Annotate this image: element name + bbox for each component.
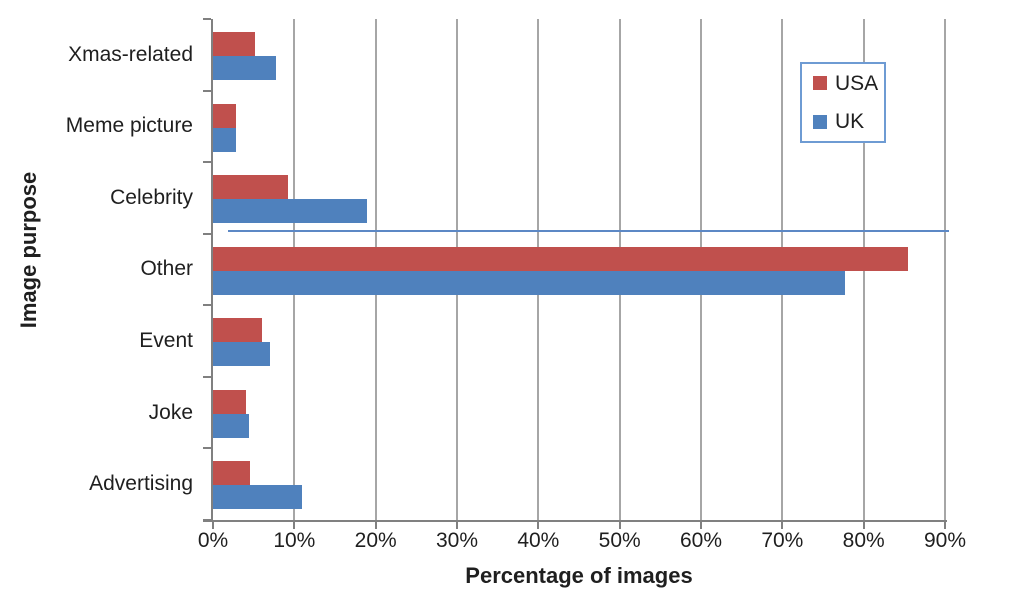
bar-uk-0 — [213, 56, 276, 80]
category-label-4: Event — [139, 329, 193, 353]
bar-usa-4 — [213, 318, 262, 343]
x-tick-label-2: 20% — [354, 529, 397, 552]
category-label-2: Celebrity — [110, 185, 193, 209]
x-tick-label-5: 50% — [598, 529, 641, 552]
bar-uk-6 — [213, 485, 302, 510]
x-tick-label-7: 70% — [761, 529, 804, 552]
category-axis-labels: Xmas-related Meme picture Celebrity Other Ev… — [0, 19, 193, 520]
bar-uk-5 — [213, 413, 249, 438]
x-axis-tick — [293, 522, 296, 529]
x-tick-label-0: 0% — [197, 529, 229, 552]
bar-usa-5 — [213, 389, 247, 414]
x-axis-tick — [944, 522, 946, 529]
y-axis-tick — [203, 233, 211, 235]
bar-usa-2 — [213, 175, 288, 200]
bar-usa-1 — [213, 103, 236, 128]
y-axis-tick — [203, 519, 211, 521]
x-axis-tick — [862, 522, 865, 529]
category-label-6: Advertising — [89, 472, 193, 496]
x-axis-tick — [212, 522, 214, 529]
legend: USA UK — [800, 62, 886, 143]
legend-swatch-usa — [813, 76, 827, 91]
category-label-3: Other — [140, 257, 193, 281]
x-tick-label-1: 10% — [273, 529, 316, 552]
bar-usa-6 — [213, 461, 250, 486]
y-axis-tick — [203, 90, 211, 92]
bar-uk-1 — [213, 127, 236, 152]
x-tick-label-8: 80% — [842, 529, 885, 552]
x-tick-label-3: 30% — [435, 529, 479, 552]
y-axis-line — [211, 19, 213, 520]
y-axis-tick — [203, 447, 211, 449]
x-axis-tick-labels: 0% 10% 20% 30% 40% 50% 60% 70% 80% 90% — [198, 529, 966, 557]
y-axis-tick — [203, 304, 211, 306]
y-axis-tick — [203, 161, 211, 163]
bar-uk-4 — [213, 342, 270, 367]
legend-item-usa: USA — [813, 73, 884, 94]
x-axis-title: Percentage of images — [465, 563, 693, 588]
category-label-5: Joke — [148, 400, 193, 424]
legend-label-uk: UK — [835, 110, 865, 134]
annotation-line — [228, 230, 950, 232]
x-tick-label-9: 90% — [923, 529, 967, 552]
gridline — [944, 19, 946, 520]
x-axis-tick — [781, 522, 784, 529]
y-axis-tick — [203, 18, 211, 20]
plot-area — [203, 18, 950, 529]
bar-usa-3 — [213, 246, 908, 271]
x-axis-tick — [456, 522, 458, 529]
legend-item-uk: UK — [813, 111, 884, 132]
x-axis-tick — [374, 522, 377, 529]
legend-label-usa: USA — [835, 71, 879, 95]
bar-uk-3 — [213, 270, 845, 295]
x-axis-line — [203, 520, 947, 522]
x-axis-tick — [537, 522, 540, 529]
x-axis-tick — [618, 522, 621, 529]
x-tick-label-6: 60% — [679, 529, 723, 552]
x-axis-tick — [700, 522, 702, 529]
legend-swatch-uk — [813, 114, 827, 129]
bar-usa-0 — [213, 32, 256, 56]
y-axis-tick — [203, 376, 211, 378]
category-label-0: Xmas-related — [68, 42, 193, 66]
bar-uk-2 — [213, 199, 367, 224]
x-tick-label-4: 40% — [517, 529, 560, 552]
category-label-1: Meme picture — [65, 114, 193, 138]
